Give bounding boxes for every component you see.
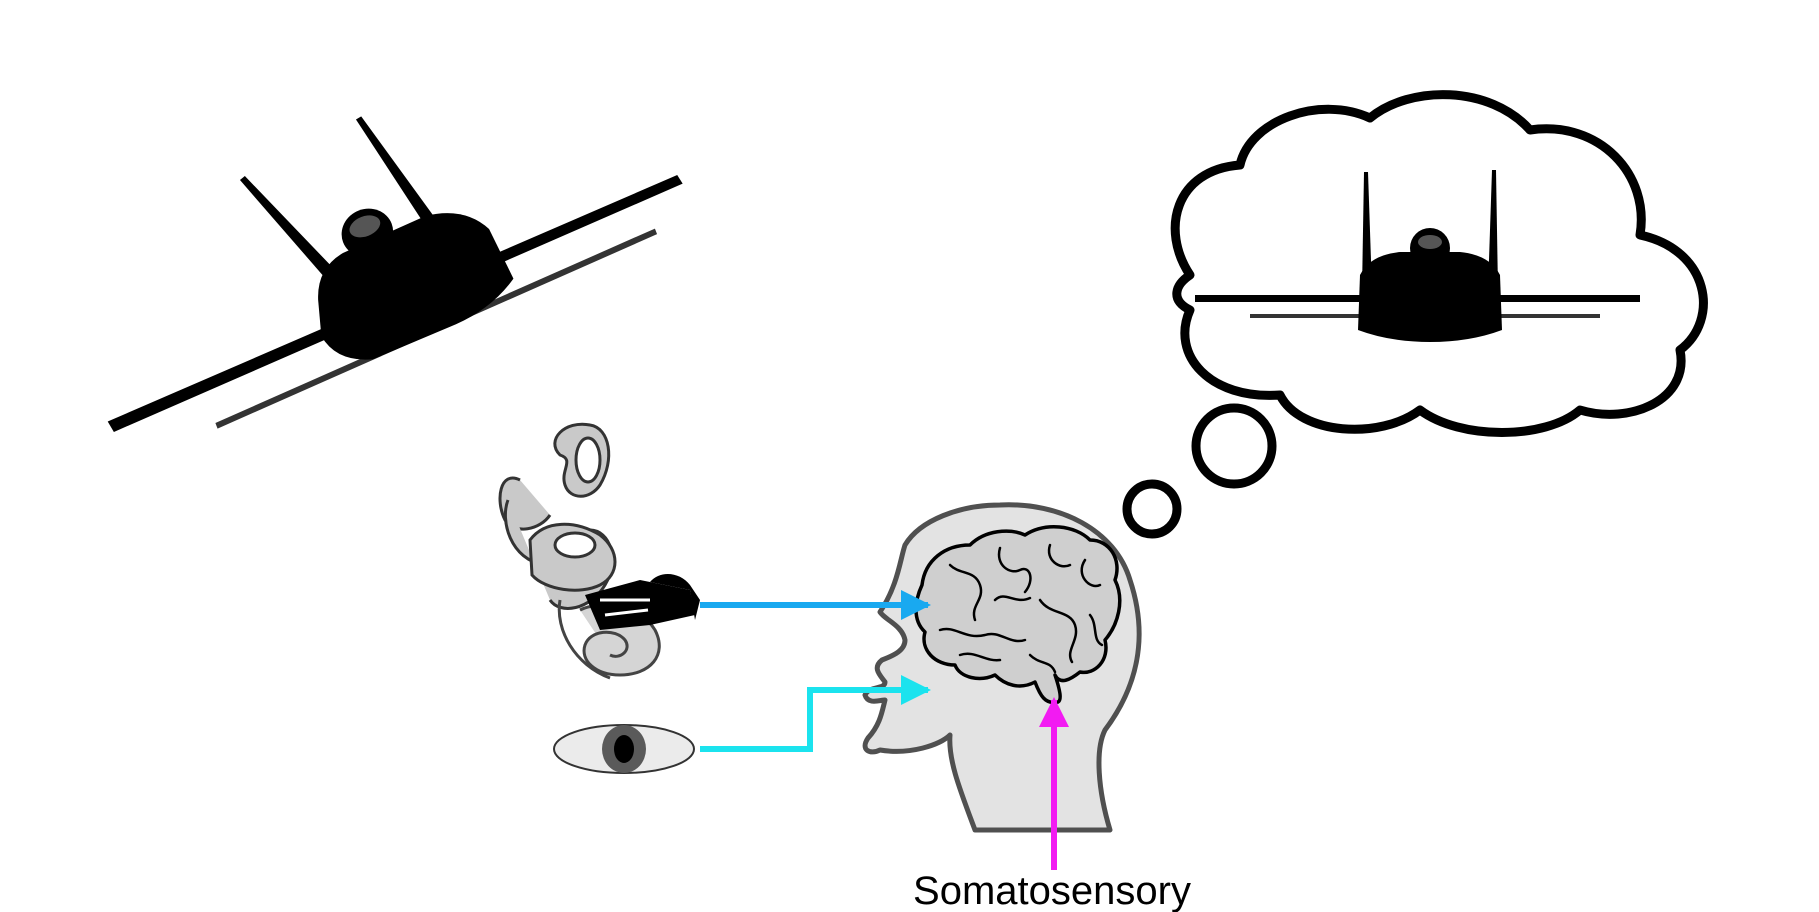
brain-outline bbox=[914, 525, 1122, 705]
thought-dot-large bbox=[1191, 403, 1277, 489]
fighter-jet-banked bbox=[107, 116, 683, 432]
inner-ear-icon bbox=[498, 422, 700, 680]
thought-dot-small bbox=[1122, 479, 1182, 539]
thought-bubble bbox=[1122, 90, 1708, 539]
fighter-jet-perceived bbox=[1195, 170, 1640, 342]
eye-icon bbox=[553, 724, 695, 774]
visual-arrow bbox=[700, 675, 931, 752]
brain bbox=[914, 525, 1122, 705]
human-head bbox=[862, 502, 1142, 833]
somatosensory-label: Somatosensory bbox=[913, 869, 1191, 912]
